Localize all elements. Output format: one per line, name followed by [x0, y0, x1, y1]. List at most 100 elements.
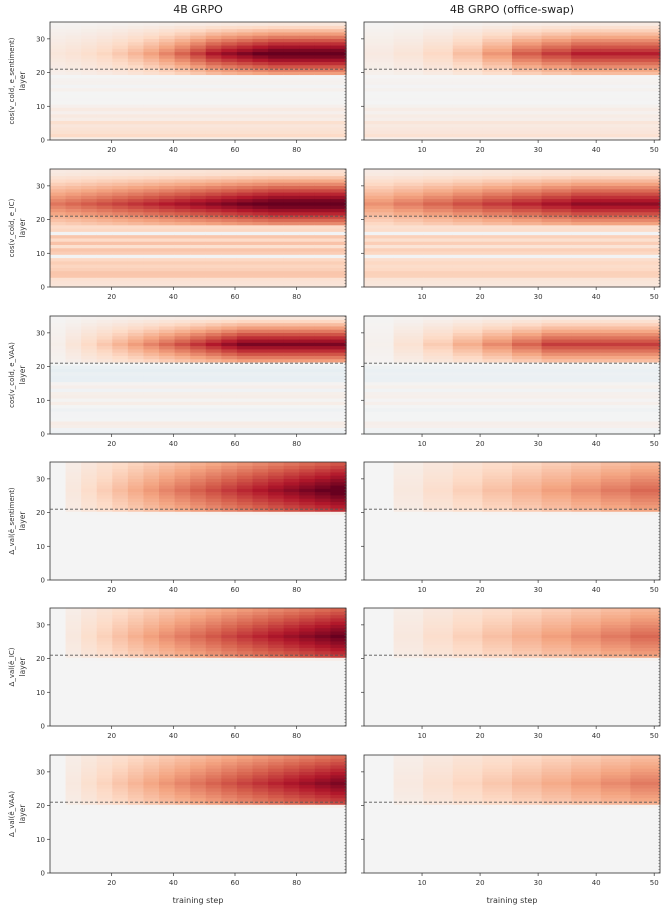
heatmap-cell — [364, 22, 394, 26]
heatmap-cell — [175, 169, 191, 173]
heatmap-cell — [284, 462, 300, 466]
x-tick-label: 40 — [592, 293, 601, 301]
x-tick-label: 10 — [418, 146, 427, 154]
heatmap-cell — [221, 462, 237, 466]
heatmap-cell — [571, 462, 601, 466]
heatmap-cell — [601, 169, 631, 173]
heatmap-cell — [221, 316, 237, 320]
heatmap-cell — [315, 22, 331, 26]
x-tick-label: 20 — [107, 293, 116, 301]
heatmap-cell — [394, 169, 424, 173]
heatmap-cell — [50, 22, 66, 26]
x-tick-label: 20 — [107, 146, 116, 154]
heatmap-cell — [112, 169, 128, 173]
x-tick-label: 20 — [476, 146, 485, 154]
heatmap-cell — [159, 169, 175, 173]
heatmap-cell — [206, 22, 222, 26]
heatmap-cell — [175, 22, 191, 26]
heatmap-cell — [112, 316, 128, 320]
y-tick-label: 0 — [41, 431, 45, 439]
x-tick-label: 20 — [107, 586, 116, 594]
heatmap-cell — [315, 169, 331, 173]
heatmap-cell — [330, 462, 346, 466]
heatmap-cell — [453, 22, 483, 26]
column-title-left: 4B GRPO — [50, 3, 346, 16]
heatmap-cell — [542, 169, 572, 173]
heatmap-cell — [253, 608, 269, 612]
heatmap-cell — [364, 462, 394, 466]
heatmap-cell — [206, 608, 222, 612]
x-tick-label: 60 — [231, 293, 240, 301]
heatmap-cell — [284, 316, 300, 320]
heatmap-cell — [453, 316, 483, 320]
y-tick-label: 0 — [41, 137, 45, 145]
heatmap-cell — [159, 22, 175, 26]
heatmap-cell — [190, 608, 206, 612]
heatmap-cell — [253, 316, 269, 320]
heatmap-cell — [601, 22, 631, 26]
heatmap-cell — [512, 169, 542, 173]
heatmap-cell — [299, 462, 315, 466]
heatmap-cell — [630, 22, 660, 26]
heatmap-cell — [206, 462, 222, 466]
heatmap-cell — [330, 22, 346, 26]
heatmap-cell — [482, 316, 512, 320]
y-tick-label: 20 — [36, 69, 45, 77]
x-tick-label: 60 — [231, 586, 240, 594]
heatmap-cell — [159, 608, 175, 612]
x-tick-label: 40 — [592, 146, 601, 154]
heatmap-cell — [253, 169, 269, 173]
x-tick-label: 10 — [418, 293, 427, 301]
heatmap-cell — [143, 316, 159, 320]
heatmap-cell — [128, 608, 144, 612]
heatmap-cell — [97, 462, 113, 466]
heatmap-cell — [81, 316, 97, 320]
heatmap-cell — [601, 316, 631, 320]
heatmap-cell — [190, 169, 206, 173]
heatmap-cell — [237, 169, 253, 173]
heatmap-cell — [482, 22, 512, 26]
heatmap-cell — [237, 316, 253, 320]
heatmap-cell — [237, 22, 253, 26]
heatmap-cell — [190, 462, 206, 466]
heatmap-cell — [221, 608, 237, 612]
heatmap-cell — [112, 462, 128, 466]
heatmap-cell — [268, 462, 284, 466]
heatmap-cell — [143, 462, 159, 466]
heatmap-cell — [512, 462, 542, 466]
heatmap-cell — [364, 316, 394, 320]
y-tick-label: 20 — [36, 216, 45, 224]
heatmap-cell — [159, 462, 175, 466]
x-tick-label: 40 — [169, 440, 178, 448]
heatmap-cell — [630, 462, 660, 466]
heatmap-cell — [50, 462, 66, 466]
heatmap-cell — [299, 169, 315, 173]
heatmap-cell — [66, 462, 82, 466]
heatmap-cell — [423, 169, 453, 173]
heatmap-cell — [253, 462, 269, 466]
heatmap-cell — [81, 22, 97, 26]
heatmap-cell — [81, 608, 97, 612]
heatmap-cell — [542, 316, 572, 320]
heatmap-cell — [284, 608, 300, 612]
x-tick-label: 80 — [292, 586, 301, 594]
y-tick-label: 10 — [36, 103, 45, 111]
heatmap-cell — [143, 169, 159, 173]
heatmap-cell — [364, 169, 394, 173]
x-tick-label: 50 — [650, 146, 659, 154]
heatmap-cell — [112, 608, 128, 612]
heatmap-cell — [253, 22, 269, 26]
y-tick-label: 0 — [41, 577, 45, 585]
heatmap-cell — [268, 22, 284, 26]
x-tick-label: 30 — [534, 146, 543, 154]
heatmap-cell — [237, 608, 253, 612]
x-tick-label: 20 — [476, 440, 485, 448]
heatmap-cell — [330, 169, 346, 173]
y-tick-label: 30 — [36, 182, 45, 190]
heatmap-cell — [423, 462, 453, 466]
heatmap-cell — [315, 462, 331, 466]
heatmap-cell — [143, 22, 159, 26]
heatmap-cell — [512, 22, 542, 26]
heatmap-cell — [66, 22, 82, 26]
